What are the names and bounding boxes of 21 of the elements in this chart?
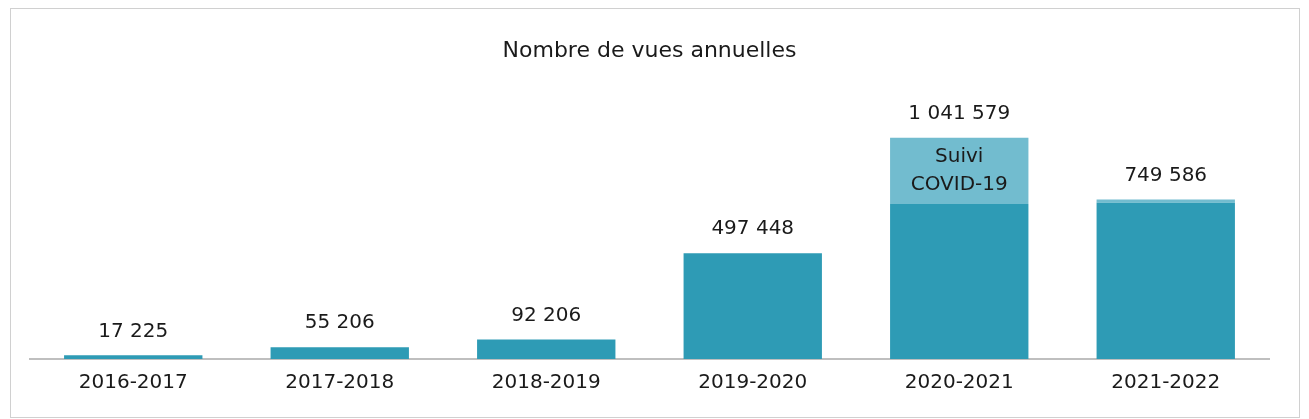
bar [1096, 202, 1235, 359]
x-tick-label: 2017-2018 [285, 369, 395, 394]
x-tick-label: 2016-2017 [78, 369, 188, 394]
data-label: 92 206 [511, 301, 582, 326]
total-label: 749 586 [1124, 161, 1208, 186]
bar [270, 347, 409, 359]
series-label: Suivi COVID-19 [910, 142, 1008, 195]
data-label: 497 448 [711, 215, 795, 240]
chart-title: Nombre de vues annuelles [502, 36, 797, 62]
x-tick-label: 2020-2021 [904, 369, 1014, 394]
x-tick-label: 2019-2020 [698, 369, 808, 394]
data-label: 17 225 [98, 317, 169, 342]
bar [683, 253, 822, 359]
bar [477, 339, 616, 359]
total-label: 1 041 579 [908, 99, 1011, 124]
bar [64, 355, 203, 359]
x-tick-label: 2018-2019 [491, 369, 601, 394]
bar [890, 203, 1029, 359]
bar [1096, 199, 1235, 203]
x-tick-label: 2021-2022 [1111, 369, 1221, 394]
data-label: 55 206 [304, 309, 375, 334]
